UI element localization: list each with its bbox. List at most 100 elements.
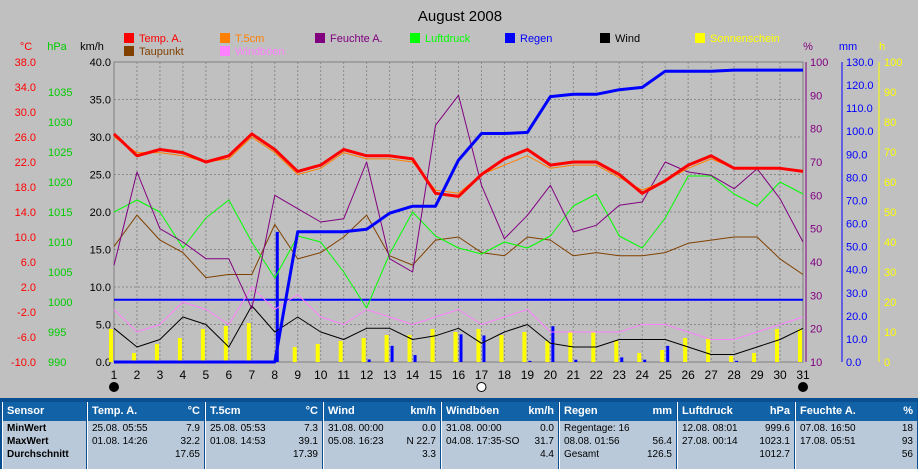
x-tick-label: 6 <box>225 368 232 382</box>
axis-unit-label: km/h <box>80 41 104 53</box>
stats-row-value: 17.39 <box>292 449 318 460</box>
legend-swatch <box>315 33 325 43</box>
stats-row-value: 0.0 <box>540 423 554 434</box>
axis-unit-label: hPa <box>47 41 67 53</box>
axis-tick-label: 70.0 <box>846 195 867 207</box>
sunshine-bar <box>384 335 389 362</box>
stats-row-value: 999.6 <box>764 423 790 434</box>
x-tick-label: 21 <box>567 368 581 382</box>
stats-row: 07.08. 16:50 18 <box>796 423 917 437</box>
axis-tick-label: 5.0 <box>96 320 111 332</box>
axis-tick-label: 110.0 <box>846 103 873 115</box>
axis-tick-label: 35.0 <box>90 95 111 107</box>
stats-row: 04.08. 17:35-SO 31.7 <box>442 436 558 450</box>
x-tick-label: 23 <box>613 368 627 382</box>
stats-header-sensor: Sensor <box>3 402 86 421</box>
axis-tick-label: 1025 <box>48 147 72 159</box>
rain-daily-bar <box>620 357 624 362</box>
sunshine-bar <box>109 329 113 362</box>
axis-tick-label: 0.0 <box>96 357 111 369</box>
stats-row-value: 39.1 <box>298 436 318 447</box>
stats-label-max: MaxWert <box>7 436 49 447</box>
stats-row-label: Regentage: 16 <box>564 423 630 434</box>
axis-tick-label: 20.0 <box>846 311 867 323</box>
sunshine-bar <box>706 338 711 362</box>
stats-row-label: 25.08. 05:55 <box>92 423 148 434</box>
series-line-wind <box>113 305 804 355</box>
stats-row-value: 0.0 <box>422 423 436 434</box>
legend-swatch <box>695 33 705 43</box>
axis-tick-label: 14.0 <box>15 207 36 219</box>
axis-tick-label: 60 <box>810 190 822 202</box>
stats-row-value: 56 <box>901 449 913 460</box>
x-tick-label: 2 <box>134 368 141 382</box>
sunshine-bar <box>200 329 205 362</box>
stats-row-value: 31.7 <box>534 436 554 447</box>
axis-tick-label: 50 <box>884 207 896 219</box>
axis-tick-label: 15.0 <box>90 245 111 257</box>
line-series <box>112 68 804 364</box>
x-tick-label: 28 <box>727 368 741 382</box>
rain-daily-bar <box>666 345 670 362</box>
sunshine-bar <box>775 329 780 362</box>
axis-tick-label: 90.0 <box>846 149 867 161</box>
x-tick-label: 9 <box>294 368 301 382</box>
stats-header: Wind km/h <box>324 402 440 421</box>
x-tick-label: 15 <box>429 368 443 382</box>
x-tick-label: 20 <box>544 368 558 382</box>
axis-unit-label: h <box>879 41 885 53</box>
rain-daily-bar <box>390 345 394 362</box>
axis-tick-label: 30 <box>884 267 896 279</box>
stats-row: 27.08. 00:14 1023.1 <box>678 436 794 450</box>
x-tick-label: 11 <box>337 368 350 382</box>
moon-new-icon <box>798 382 808 392</box>
axis-tick-label: 60.0 <box>846 219 867 231</box>
sunshine-bar <box>361 338 366 362</box>
stats-row-label: 01.08. 14:26 <box>92 436 148 447</box>
stats-unit: % <box>903 405 913 417</box>
stats-row-value: 3.3 <box>422 449 436 460</box>
stats-row: Regentage: 16 <box>560 423 676 437</box>
stats-row: 3.3 <box>324 449 440 463</box>
y-axes: °C 38.0 34.0 30.0 26.0 22.0 18.0 14.0 10.0 6.0 2.0… <box>11 41 902 369</box>
sunshine-bar <box>729 356 734 362</box>
stats-col-t-5cm: T.5cm °C 25.08. 05:53 7.3 01.08. 14:53 39.1 17… <box>205 402 322 469</box>
axis-tick-label: 1015 <box>48 207 72 219</box>
stats-row: Gesamt 126.5 <box>560 449 676 463</box>
x-tick-label: 7 <box>248 368 255 382</box>
legend-label: Temp. A. <box>139 33 182 45</box>
axis-tick-label: 70 <box>810 157 822 169</box>
rain-daily-bar <box>735 360 739 362</box>
stats-row-label: 27.08. 00:14 <box>682 436 738 447</box>
axis-tick-label: 100 <box>810 57 828 69</box>
legend-label: Luftdruck <box>425 33 471 45</box>
rain-daily-bar <box>574 359 578 362</box>
axis-tick-label: 20 <box>810 324 822 336</box>
x-tick-label: 10 <box>314 368 328 382</box>
sunshine-bar <box>177 338 182 362</box>
stats-row: 25.08. 05:55 7.9 <box>88 423 204 437</box>
stats-row-value: N 22.7 <box>406 436 436 447</box>
moon-new-icon <box>109 382 119 392</box>
axis-tick-label: 40 <box>884 237 896 249</box>
sunshine-bar <box>752 353 757 362</box>
x-tick-label: 17 <box>475 368 489 382</box>
axis-tick-label: 1035 <box>48 87 72 99</box>
x-tick-label: 22 <box>590 368 604 382</box>
stats-row: 4.4 <box>442 449 558 463</box>
stats-row: 1012.7 <box>678 449 794 463</box>
stats-header: T.5cm °C <box>206 402 322 421</box>
rain-daily-bar <box>459 334 463 362</box>
x-tick-label: 1 <box>111 368 118 382</box>
stats-header: Windböen km/h <box>442 402 558 421</box>
x-axis: 1 2 3 4 5 6 7 8 9 10 11 12 13 14 15 16 17 18 19 20 21 22 23 24 2… <box>109 368 810 392</box>
stats-row-value: 32.2 <box>180 436 200 447</box>
axis-tick-label: 1010 <box>48 237 72 249</box>
axis-tick-label: 40.0 <box>846 265 867 277</box>
axis-tick-label: 80.0 <box>846 172 867 184</box>
stats-unit: °C <box>187 405 200 417</box>
rain-daily-bar <box>482 335 486 362</box>
axis-tick-label: 40 <box>810 257 822 269</box>
stats-col-windb-en: Windböen km/h 31.08. 00:00 0.0 04.08. 17:35-… <box>441 402 558 469</box>
stats-title: Regen <box>564 405 598 417</box>
